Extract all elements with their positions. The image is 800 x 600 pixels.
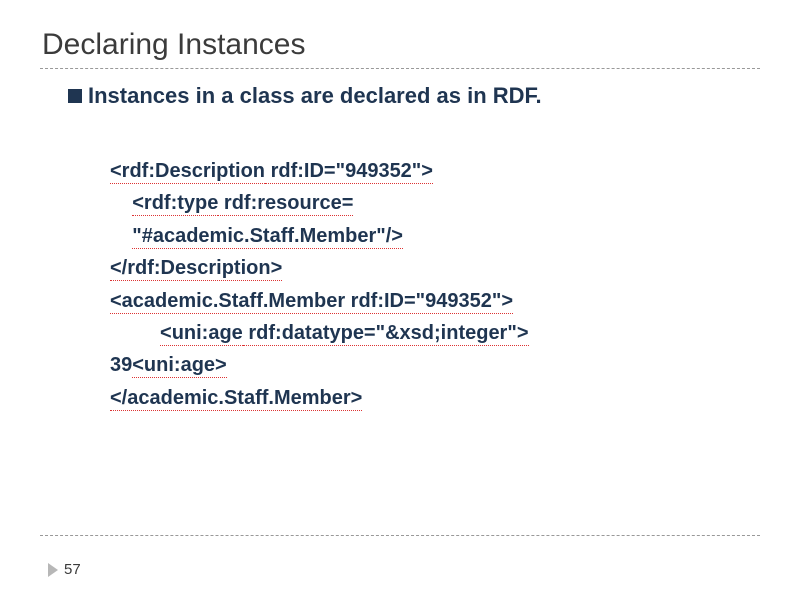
code-line: <rdf:Description rdf:ID="949352"> [110, 155, 760, 187]
slide: Declaring Instances Instances in a class… [0, 0, 800, 600]
code-token: </academic.Staff.Member> [110, 387, 362, 411]
page-number-text: 57 [64, 561, 81, 578]
code-token: <rdf:type [132, 192, 218, 216]
footer-divider [40, 535, 760, 536]
code-block: <rdf:Description rdf:ID="949352"> <rdf:t… [110, 155, 760, 414]
code-token: <uni:age [160, 322, 243, 346]
code-token: </rdf:Description> [110, 257, 282, 281]
code-line: </academic.Staff.Member> [110, 382, 760, 414]
code-token: rdf:resource= [218, 192, 353, 216]
code-line: 39<uni:age> [110, 349, 760, 381]
code-token: rdf:datatype="&xsd;integer"> [243, 322, 529, 346]
bullet-square-icon [68, 89, 82, 103]
code-line: <rdf:type rdf:resource= [110, 187, 760, 219]
code-token: 39 [110, 354, 132, 376]
code-line: <academic.Staff.Member rdf:ID="949352"> [110, 285, 760, 317]
code-token: <academic.Staff.Member rdf:ID="949352"> [110, 290, 513, 314]
code-line: <uni:age rdf:datatype="&xsd;integer"> [110, 317, 760, 349]
code-token: <uni:age> [132, 354, 226, 378]
code-token: "#academic.Staff.Member"/> [132, 225, 403, 249]
code-line: "#academic.Staff.Member"/> [110, 220, 760, 252]
code-line: </rdf:Description> [110, 252, 760, 284]
code-token: rdf:ID="949352"> [265, 160, 433, 184]
bullet-text: Instances in a class are declared as in … [88, 83, 542, 109]
play-arrow-icon [48, 563, 58, 577]
page-number: 57 [48, 561, 81, 578]
bullet-item: Instances in a class are declared as in … [68, 83, 760, 109]
title-divider [40, 68, 760, 69]
slide-title: Declaring Instances [42, 28, 760, 62]
code-token: <rdf:Description [110, 160, 265, 184]
